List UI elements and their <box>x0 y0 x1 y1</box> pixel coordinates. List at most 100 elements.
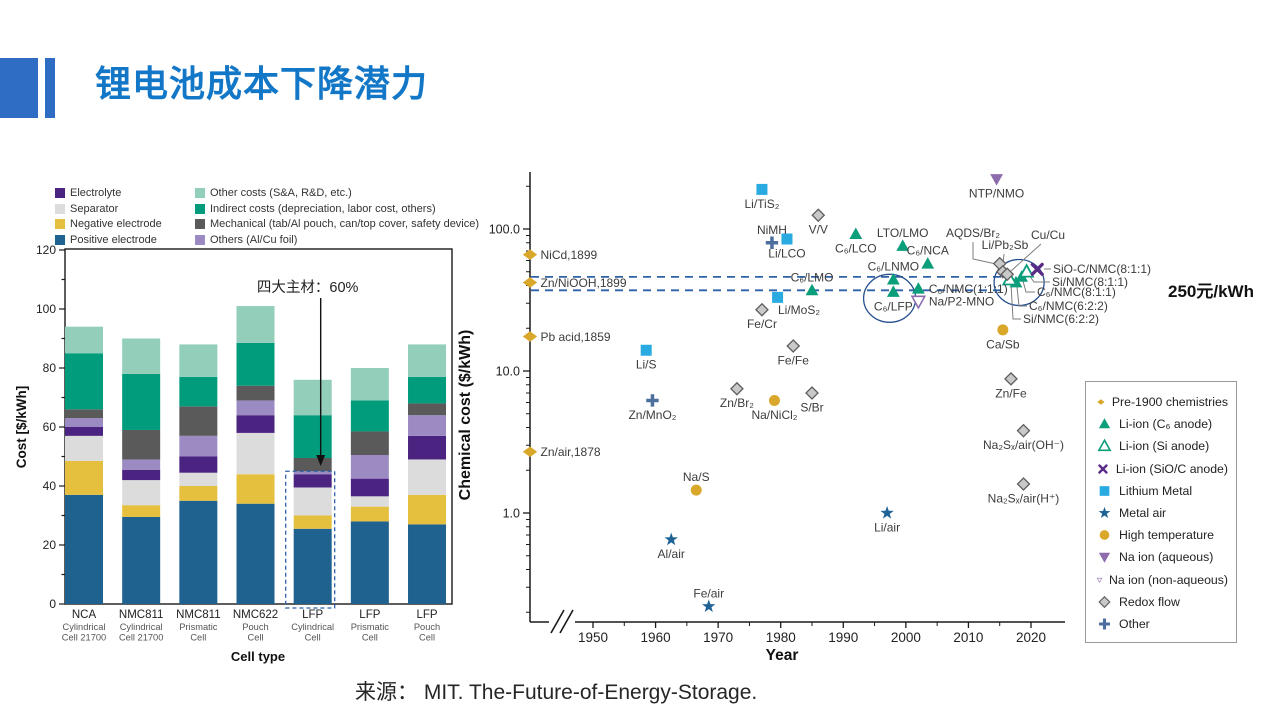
bar-segment <box>408 403 447 416</box>
point-label-C₆/LMO: C₆/LMO <box>791 270 834 284</box>
legend-label: Positive electrode <box>70 233 157 246</box>
bar-segment <box>236 385 275 401</box>
point-label-NiCd,1899: NiCd,1899 <box>541 248 598 262</box>
Li-ion (Si anode)-legend-icon <box>1097 439 1112 452</box>
chemical-cost-scatter-chart: 100.0 10.0 1.0 1950 1960 1970 1980 1990 2000 2010… <box>457 172 1151 664</box>
legend-swatch <box>195 234 205 245</box>
x-tick-label: 1980 <box>766 630 796 645</box>
bar-segment <box>408 415 447 436</box>
point-Zn/air,1878 <box>522 446 538 458</box>
legend-label: Metal air <box>1119 506 1167 521</box>
four-materials-annotation: 四大主材：60% <box>257 279 359 296</box>
bar-segment <box>122 338 161 374</box>
bar-segment <box>350 506 389 522</box>
legend-label: Li-ion (C₆ anode) <box>1119 417 1213 432</box>
point-label-Fe/air: Fe/air <box>693 586 724 600</box>
bar-segment <box>350 431 389 456</box>
point-V/V <box>811 208 826 223</box>
point-Na/S <box>690 484 702 496</box>
Li-ion (SiO/C anode)-legend-icon <box>1098 463 1108 474</box>
axis-break-gap <box>549 618 575 626</box>
point-label-Li/LCO: Li/LCO <box>768 247 805 261</box>
bar-legend-item: Other costs (S&A, R&D, etc.) <box>195 187 479 199</box>
bar-segment <box>179 344 218 377</box>
y-tick-label: 80 <box>43 361 57 375</box>
point-Zn/Fe <box>1004 371 1018 386</box>
bar-segment <box>65 460 103 495</box>
bar-segment <box>179 472 218 486</box>
x-tick-label: 1960 <box>641 630 671 645</box>
legend-label: Li-ion (Si anode) <box>1119 439 1210 454</box>
bar-category-label: LFP <box>359 609 380 621</box>
legend-swatch <box>195 203 205 214</box>
bar-category-label: NMC811 <box>176 609 221 621</box>
axis-break-slash <box>559 609 574 634</box>
legend-marker <box>1096 577 1103 583</box>
point-Al/air <box>664 532 678 546</box>
point-NiCd,1899 <box>522 249 538 260</box>
bar-segment <box>350 478 389 497</box>
scatter-yaxis-title: Chemical cost ($/kWh) <box>457 330 474 501</box>
x-tick-label: 2000 <box>891 630 921 645</box>
bar-segment <box>293 515 332 529</box>
title-accent-square <box>0 58 38 118</box>
bar-legend-item: Electrolyte <box>55 187 183 199</box>
point-Li/air <box>880 506 894 519</box>
point-C₆/NMC(1:1:1) <box>911 282 925 294</box>
point-label-Si/NMC(6:2:2): Si/NMC(6:2:2) <box>1023 312 1099 326</box>
point-C₆/LCO <box>849 227 863 240</box>
bar-category-sublabel: Cylindrical <box>291 622 334 632</box>
bar-segment <box>236 306 275 343</box>
point-label-Na/P2-MNO: Na/P2-MNO <box>929 295 994 309</box>
legend-label: Separator <box>70 202 119 215</box>
point-label-Li/Pb₂Sb: Li/Pb₂Sb <box>982 238 1029 252</box>
bar-segment <box>350 400 389 432</box>
bar-segment <box>122 459 161 470</box>
point-C₆/NCA <box>921 257 935 269</box>
x-tick-label: 1990 <box>828 630 858 645</box>
bar-category-label: NCA <box>72 609 97 621</box>
point-Zn/NiOOH,1899 <box>522 277 538 288</box>
bar-segment <box>65 353 103 410</box>
scatter-legend-item: High temperature <box>1096 524 1228 546</box>
y-tick-label: 100 <box>36 302 56 316</box>
bar-category-sublabel: Cell <box>190 633 206 643</box>
point-label-Li/S: Li/S <box>636 358 657 372</box>
bar-category-sublabel: Pouch <box>242 622 268 632</box>
bar-category-sublabel: Cylindrical <box>63 622 106 632</box>
label-leader-line <box>1010 283 1021 320</box>
point-label-Zn/Fe: Zn/Fe <box>995 386 1027 400</box>
scatter-legend-item: Li-ion (SiO/C anode) <box>1096 458 1228 480</box>
bar-segment <box>65 435 103 461</box>
point-label-Ca/Sb: Ca/Sb <box>986 337 1020 351</box>
point-Fe/Cr <box>755 302 769 317</box>
point-label-Zn/air,1878: Zn/air,1878 <box>541 445 601 459</box>
bar-segment <box>122 505 161 517</box>
bar-segment <box>179 406 218 436</box>
legend-label: Other <box>1119 616 1150 631</box>
legend-marker <box>1098 595 1111 608</box>
Lithium Metal-legend-icon <box>1099 486 1110 496</box>
legend-swatch <box>55 188 65 198</box>
point-label-NiMH: NiMH <box>757 223 787 237</box>
bar-legend-item: Positive electrode <box>55 234 183 246</box>
point-label-LTO/LMO: LTO/LMO <box>877 226 929 240</box>
bar-legend-item: Mechanical (tab/Al pouch, can/top cover,… <box>195 218 479 230</box>
legend-marker <box>1099 530 1110 541</box>
bar-segment <box>236 503 275 604</box>
bar-segment <box>350 496 389 507</box>
bar-category-sublabel: Cell <box>419 633 435 643</box>
bar-category-sublabel: Cell 21700 <box>62 633 106 643</box>
bar-segment <box>122 480 161 506</box>
legend-swatch <box>195 219 205 229</box>
legend-swatch <box>55 219 65 229</box>
bar-segment <box>122 469 161 481</box>
legend-label: Others (Al/Cu foil) <box>210 233 298 246</box>
point-label-Li/air: Li/air <box>874 521 900 535</box>
point-label-C₆/NMC(1:1:1): C₆/NMC(1:1:1) <box>929 282 1008 296</box>
scatter-legend-item: Redox flow <box>1096 591 1228 613</box>
bar-legend-item: Others (Al/Cu foil) <box>195 234 479 246</box>
point-label-NTP/NMO: NTP/NMO <box>969 186 1024 200</box>
bar-segment <box>408 435 447 460</box>
